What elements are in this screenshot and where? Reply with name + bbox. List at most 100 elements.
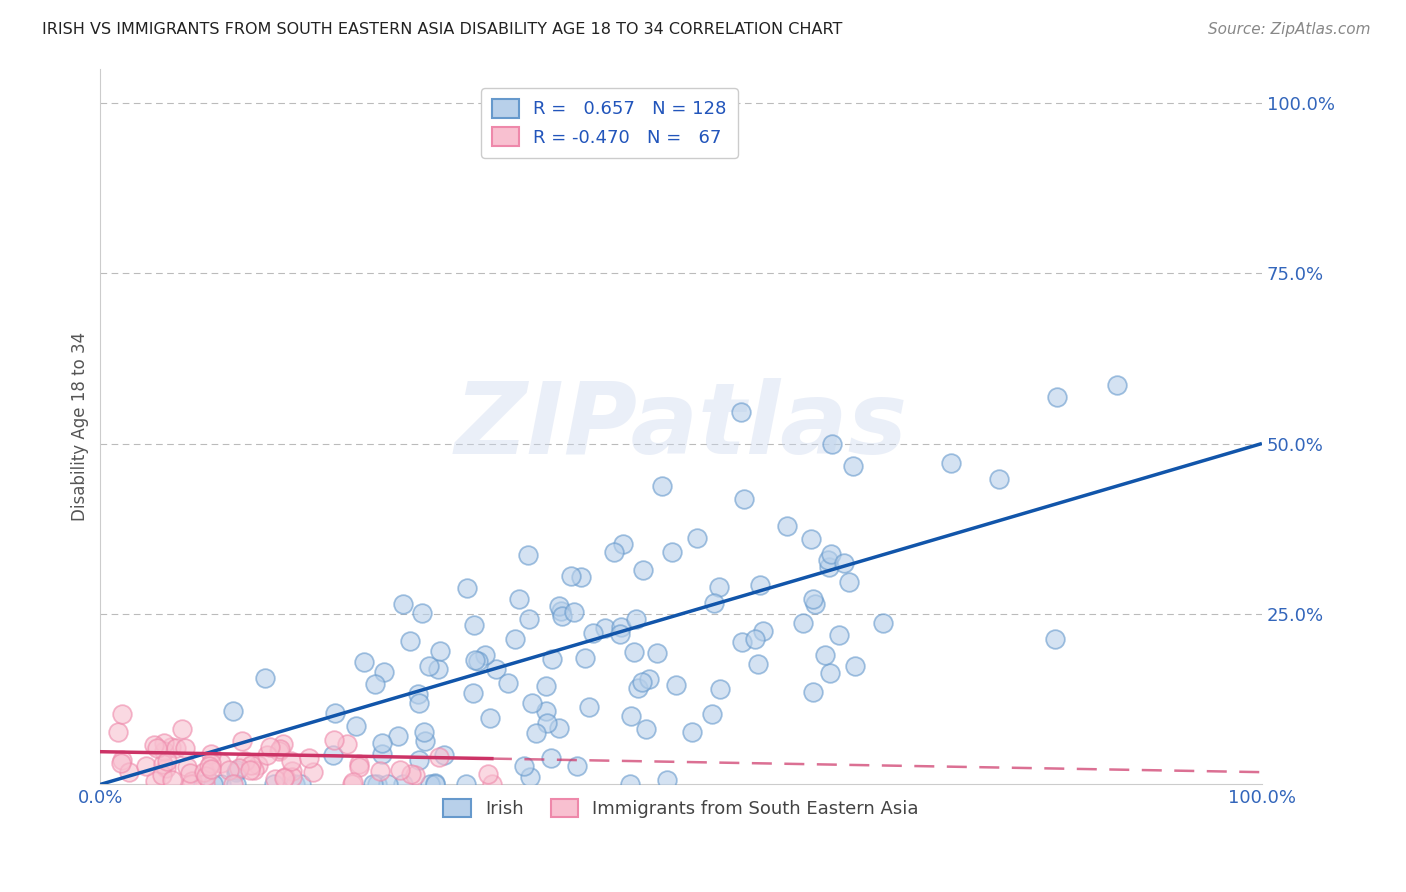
Point <box>731 635 754 649</box>
Point <box>820 547 842 561</box>
Point <box>152 757 174 772</box>
Point <box>408 696 430 710</box>
Point <box>412 725 434 739</box>
Point <box>243 763 266 777</box>
Point <box>406 687 429 701</box>
Point <box>569 570 592 584</box>
Point <box>484 662 506 676</box>
Point <box>505 632 527 646</box>
Point <box>135 759 157 773</box>
Point <box>513 759 536 773</box>
Point <box>323 706 346 720</box>
Point <box>461 685 484 699</box>
Point <box>340 777 363 791</box>
Point <box>336 737 359 751</box>
Point <box>170 722 193 736</box>
Point <box>541 651 564 665</box>
Point <box>346 719 368 733</box>
Point <box>564 605 586 619</box>
Point <box>536 716 558 731</box>
Point <box>744 632 766 646</box>
Point <box>730 404 752 418</box>
Point <box>256 748 278 763</box>
Point <box>474 648 496 662</box>
Point <box>733 491 755 506</box>
Point <box>259 740 281 755</box>
Point <box>118 764 141 779</box>
Point <box>751 624 773 638</box>
Point <box>273 771 295 785</box>
Point <box>1046 390 1069 404</box>
Point <box>516 549 538 563</box>
Point <box>176 760 198 774</box>
Point <box>155 761 177 775</box>
Point <box>828 628 851 642</box>
Point <box>290 777 312 791</box>
Point <box>419 777 441 791</box>
Point <box>146 740 169 755</box>
Text: ZIPatlas: ZIPatlas <box>454 378 908 475</box>
Point <box>565 759 588 773</box>
Point <box>263 772 285 786</box>
Point <box>619 709 641 723</box>
Point <box>627 681 650 695</box>
Point <box>222 777 245 791</box>
Point <box>364 677 387 691</box>
Point <box>361 777 384 791</box>
Point <box>423 777 446 791</box>
Point <box>198 759 221 773</box>
Point <box>280 754 302 768</box>
Point <box>322 747 344 762</box>
Point <box>619 777 641 791</box>
Point <box>429 644 451 658</box>
Point <box>107 724 129 739</box>
Point <box>749 578 772 592</box>
Point <box>519 770 541 784</box>
Point <box>477 766 499 780</box>
Point <box>240 757 263 772</box>
Point <box>800 532 823 546</box>
Point <box>371 747 394 761</box>
Point <box>1107 377 1129 392</box>
Text: IRISH VS IMMIGRANTS FROM SOUTH EASTERN ASIA DISABILITY AGE 18 TO 34 CORRELATION : IRISH VS IMMIGRANTS FROM SOUTH EASTERN A… <box>42 22 842 37</box>
Point <box>645 646 668 660</box>
Point <box>221 704 243 718</box>
Point <box>427 750 450 764</box>
Point <box>702 706 724 721</box>
Point <box>247 757 270 772</box>
Point <box>433 748 456 763</box>
Point <box>456 581 478 595</box>
Point <box>193 764 215 779</box>
Point <box>534 704 557 718</box>
Point <box>373 665 395 680</box>
Point <box>593 621 616 635</box>
Point <box>194 777 217 791</box>
Point <box>842 459 865 474</box>
Y-axis label: Disability Age 18 to 34: Disability Age 18 to 34 <box>72 332 89 521</box>
Point <box>254 671 277 685</box>
Point <box>111 706 134 721</box>
Point <box>231 733 253 747</box>
Point <box>225 764 247 779</box>
Point <box>844 658 866 673</box>
Point <box>481 777 503 791</box>
Point <box>661 545 683 559</box>
Point <box>637 672 659 686</box>
Point <box>651 479 673 493</box>
Point <box>298 751 321 765</box>
Point <box>633 563 655 577</box>
Point <box>209 777 232 791</box>
Point <box>524 725 547 739</box>
Point <box>803 592 825 607</box>
Point <box>191 777 214 791</box>
Point <box>143 774 166 789</box>
Point <box>655 773 678 788</box>
Point <box>181 773 204 788</box>
Point <box>939 456 962 470</box>
Point <box>624 612 647 626</box>
Point <box>153 736 176 750</box>
Point <box>456 777 478 791</box>
Point <box>415 733 437 747</box>
Point <box>179 765 201 780</box>
Point <box>408 753 430 767</box>
